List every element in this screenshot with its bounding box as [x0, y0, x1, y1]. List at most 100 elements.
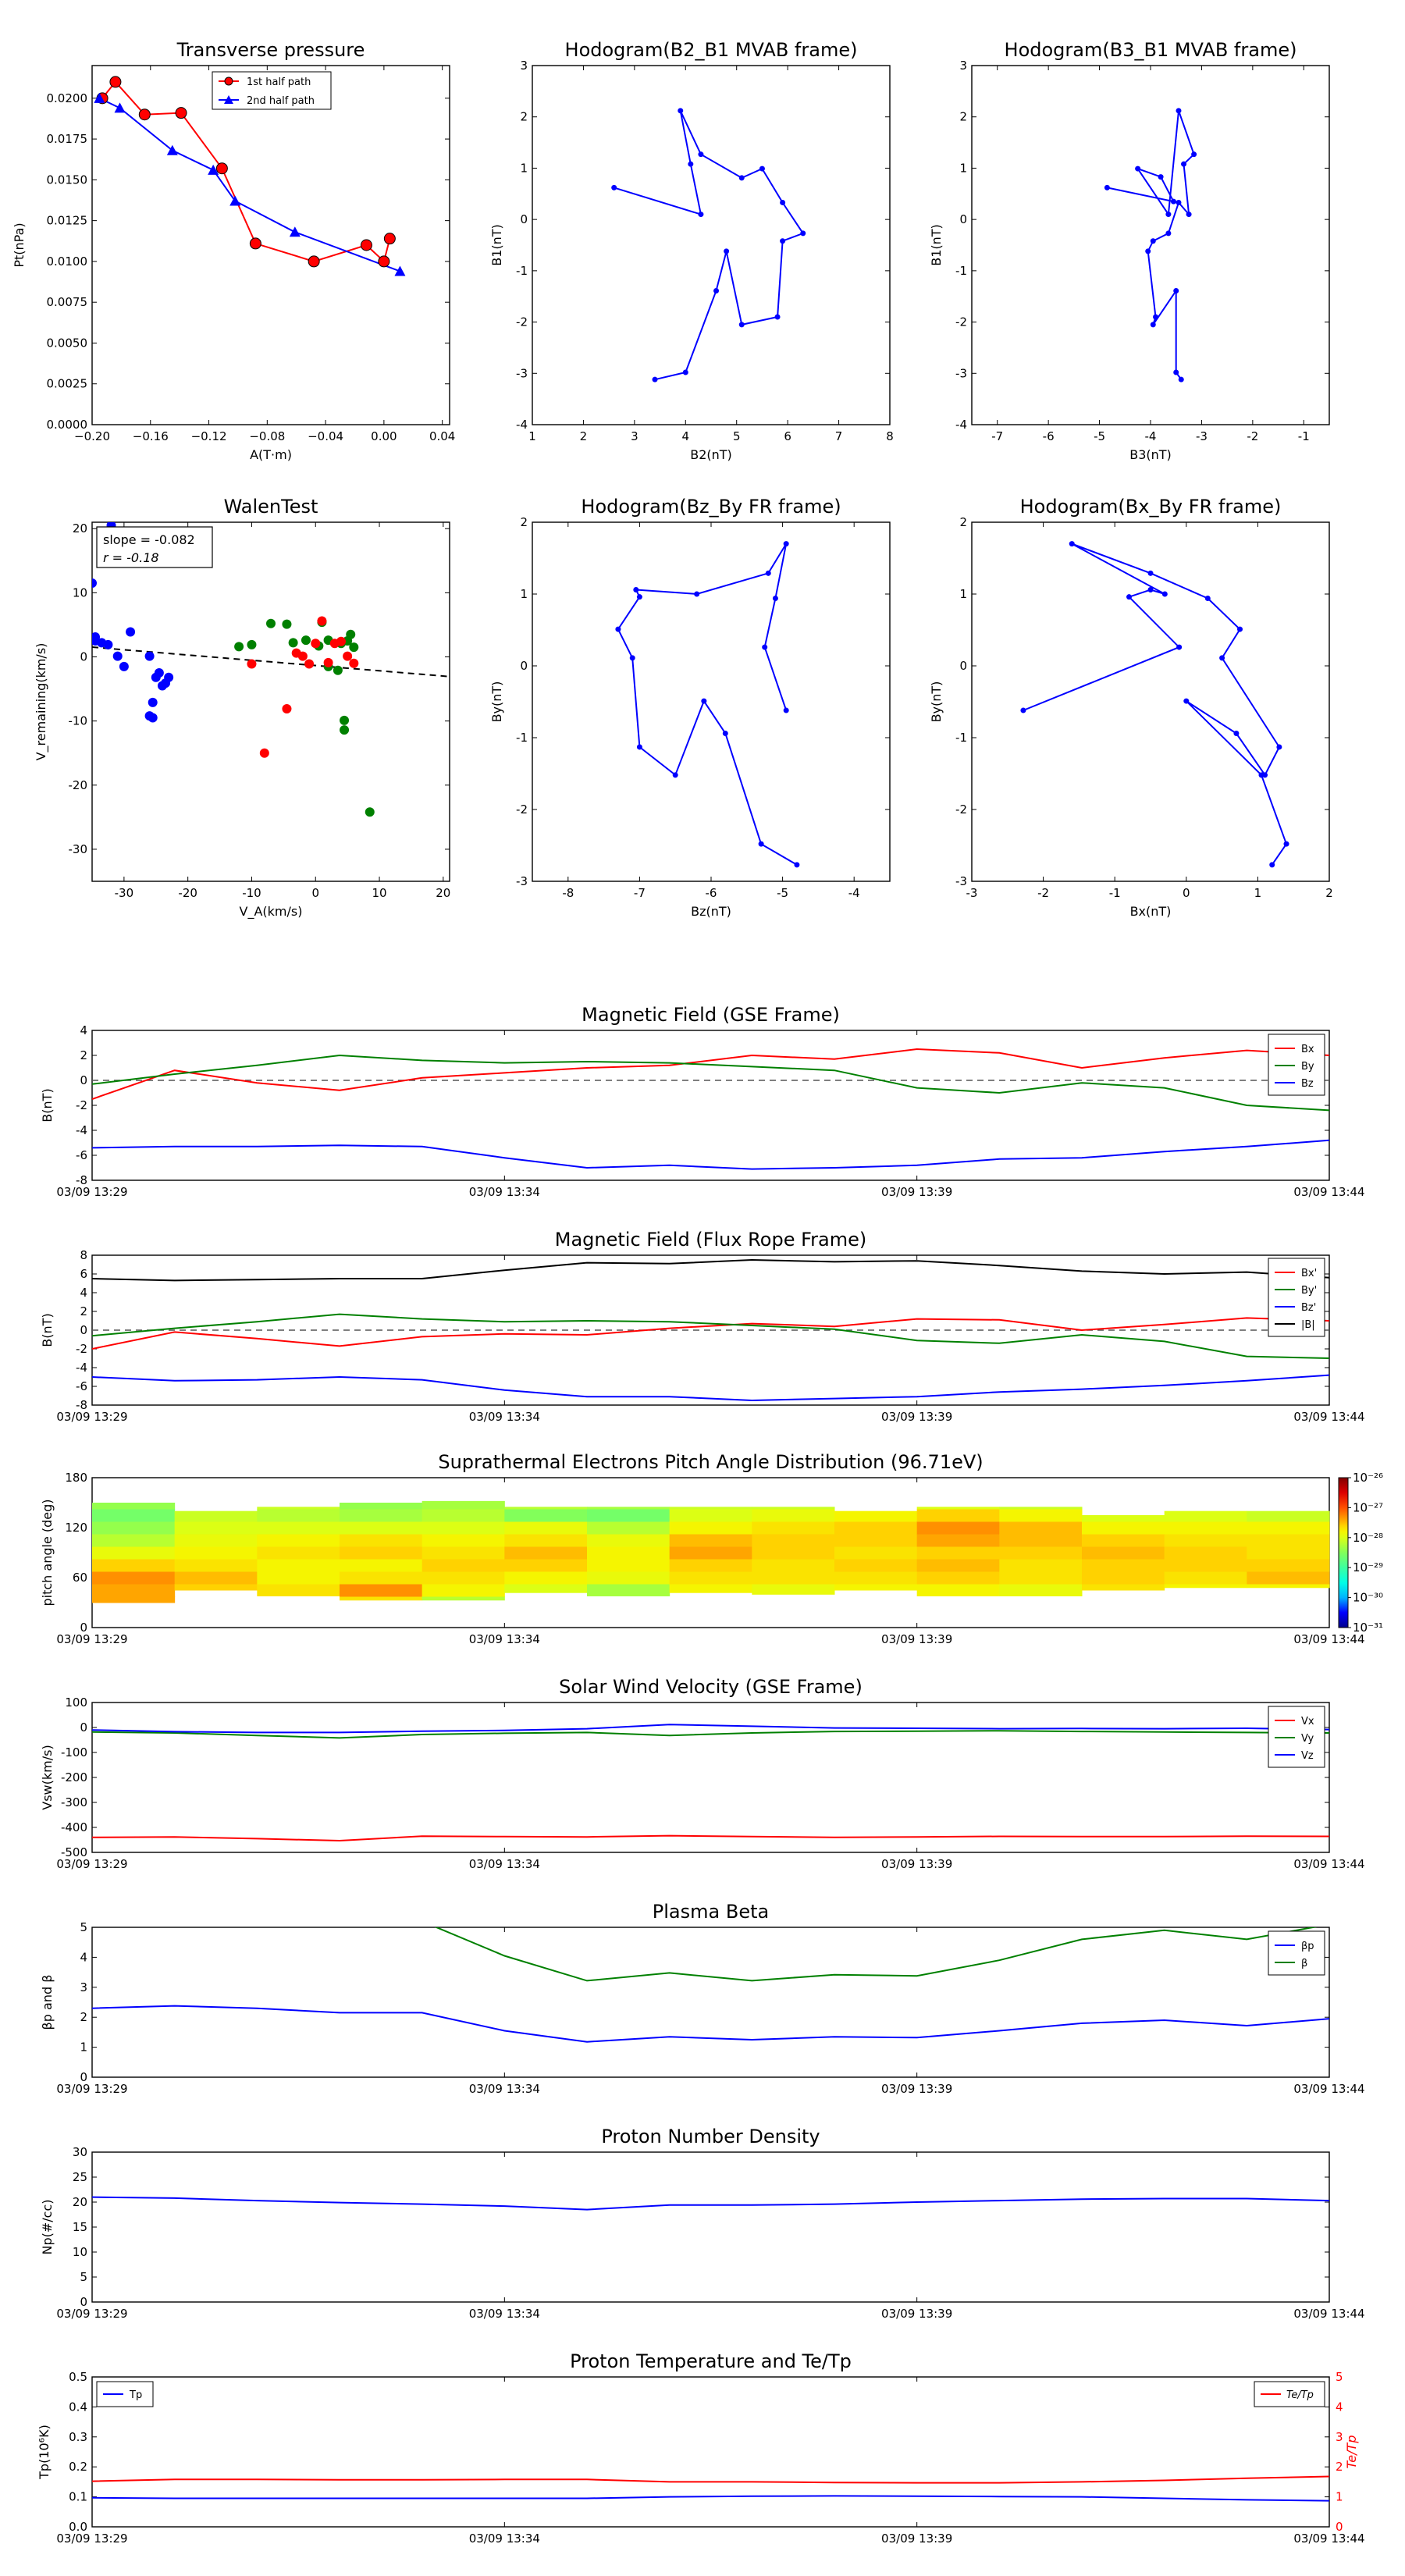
- y-tick-label: -2: [76, 1098, 87, 1112]
- x-axis-label: V_A(km/s): [240, 904, 303, 920]
- y-tick-label: -10: [69, 714, 88, 728]
- y-tick-label: 0.1: [69, 2490, 87, 2504]
- y-tick-label: 10: [73, 2245, 87, 2259]
- heatmap-cell: [916, 1509, 1000, 1522]
- y2-tick-label: 3: [1336, 2430, 1343, 2444]
- legend-label: Bx': [1301, 1268, 1317, 1279]
- x-tick-label: 1: [528, 429, 536, 443]
- y-tick-label: -300: [61, 1795, 87, 1809]
- x-tick-label: -2: [1037, 886, 1049, 900]
- heatmap-cell: [669, 1534, 752, 1547]
- heatmap-cell: [834, 1571, 918, 1585]
- data-point: [762, 644, 768, 650]
- data-point: [247, 639, 257, 649]
- heatmap-cell: [422, 1596, 505, 1601]
- x-tick-label: 03/09 13:34: [469, 2532, 540, 2546]
- x-tick-label: 03/09 13:39: [881, 1185, 952, 1199]
- series-line: [92, 2495, 1329, 2502]
- series-line: [92, 1048, 1329, 1100]
- data-point: [1276, 744, 1282, 750]
- y-tick-label: 0.5: [69, 2370, 87, 2384]
- data-point: [783, 707, 789, 713]
- chart-mag-gse: Magnetic Field (GSE Frame) 03/09 13:29 03/…: [40, 1004, 1365, 1199]
- heatmap-cell: [504, 1521, 588, 1535]
- heatmap-cell: [752, 1509, 835, 1522]
- legend: Te/Tp: [1254, 2381, 1325, 2407]
- annotation-box: slope = -0.082 r = -0.18: [96, 526, 213, 568]
- data-point: [682, 369, 688, 375]
- x-tick-label: 0.04: [429, 429, 455, 443]
- x-tick-label: -5: [1094, 429, 1105, 443]
- heatmap-cell: [587, 1507, 670, 1510]
- x-tick-label: 0.00: [371, 429, 397, 443]
- data-point: [247, 659, 257, 669]
- plot-area: [91, 65, 450, 425]
- y-tick-label: 20: [73, 521, 87, 535]
- y-tick-label: 0.0025: [47, 377, 88, 391]
- plot-area: [91, 1030, 1330, 1181]
- x-tick-label: 1: [1254, 886, 1262, 900]
- legend: βp β: [1268, 1930, 1325, 1976]
- heatmap-cell: [504, 1534, 588, 1547]
- x-tick-label: -5: [777, 886, 788, 900]
- data-point: [349, 658, 359, 668]
- data-point: [92, 635, 101, 646]
- data-point: [333, 665, 343, 675]
- data-point: [722, 730, 728, 736]
- chart-walen-test: WalenTest -30 -20 -10 0 10 20 -30 -20 -10 0 10 20 V_A…: [34, 496, 450, 920]
- series-line: [92, 2005, 1329, 2043]
- chart-title: WalenTest: [224, 496, 318, 518]
- chart-title: Transverse pressure: [176, 39, 365, 61]
- x-tick-label: 0: [1183, 886, 1190, 900]
- data-point: [289, 226, 301, 237]
- y-tick-label: 60: [73, 1571, 87, 1585]
- y-tick-label: -30: [69, 842, 88, 856]
- data-point: [1176, 199, 1182, 205]
- data-point: [1173, 369, 1179, 375]
- x-tick-label: 03/09 13:29: [56, 1857, 127, 1871]
- series-line: [92, 1139, 1329, 1170]
- y-tick-label: 25: [73, 2170, 87, 2184]
- colorbar-tick-label: 10⁻²⁶: [1353, 1471, 1383, 1485]
- heatmap-cell: [834, 1559, 918, 1572]
- x-tick-label: 10: [372, 886, 386, 900]
- y-tick-label: 0.4: [69, 2400, 87, 2414]
- data-point: [1269, 862, 1275, 868]
- y-tick-label: 4: [80, 1286, 87, 1300]
- heatmap-cell: [669, 1559, 752, 1572]
- data-point: [738, 322, 745, 328]
- series-line: [92, 1313, 1329, 1359]
- data-point: [636, 744, 642, 750]
- data-point: [1069, 541, 1075, 547]
- y-tick-label: -8: [76, 1173, 87, 1187]
- x-tick-label: 03/09 13:44: [1293, 1410, 1364, 1424]
- data-point: [783, 541, 789, 547]
- x-tick-label: -1: [1298, 429, 1310, 443]
- heatmap-cell: [340, 1503, 423, 1510]
- heatmap-cell: [340, 1571, 423, 1585]
- series-line: [92, 1724, 1329, 1734]
- data-point: [340, 725, 350, 735]
- y-tick-label: 180: [65, 1471, 87, 1485]
- plot-area: [91, 2151, 1330, 2303]
- annotation-r: r = -0.18: [103, 550, 159, 565]
- heatmap-cell: [999, 1521, 1083, 1535]
- chart-title: Suprathermal Electrons Pitch Angle Distr…: [438, 1451, 983, 1473]
- y2-tick-label: 1: [1336, 2490, 1343, 2504]
- legend: Vx Vy Vz: [1268, 1706, 1325, 1768]
- heatmap-cell: [257, 1546, 340, 1560]
- x-tick-label: −0.20: [74, 429, 110, 443]
- y-tick-label: 0.0075: [47, 295, 88, 309]
- chart-title: Hodogram(Bz_By FR frame): [581, 496, 841, 518]
- heatmap-cell: [422, 1521, 505, 1535]
- x-tick-label: 6: [784, 429, 791, 443]
- heatmap-cell: [916, 1546, 1000, 1560]
- heatmap-cell: [834, 1584, 918, 1591]
- x-tick-label: 03/09 13:44: [1293, 2082, 1364, 2096]
- heatmap-cell: [340, 1596, 423, 1601]
- y-axis-label: βp and β: [40, 1975, 55, 2030]
- y-axis-label: B(nT): [40, 1313, 55, 1347]
- heatmap-cell: [669, 1584, 752, 1593]
- heatmap-cell: [92, 1559, 176, 1572]
- data-point: [92, 578, 97, 589]
